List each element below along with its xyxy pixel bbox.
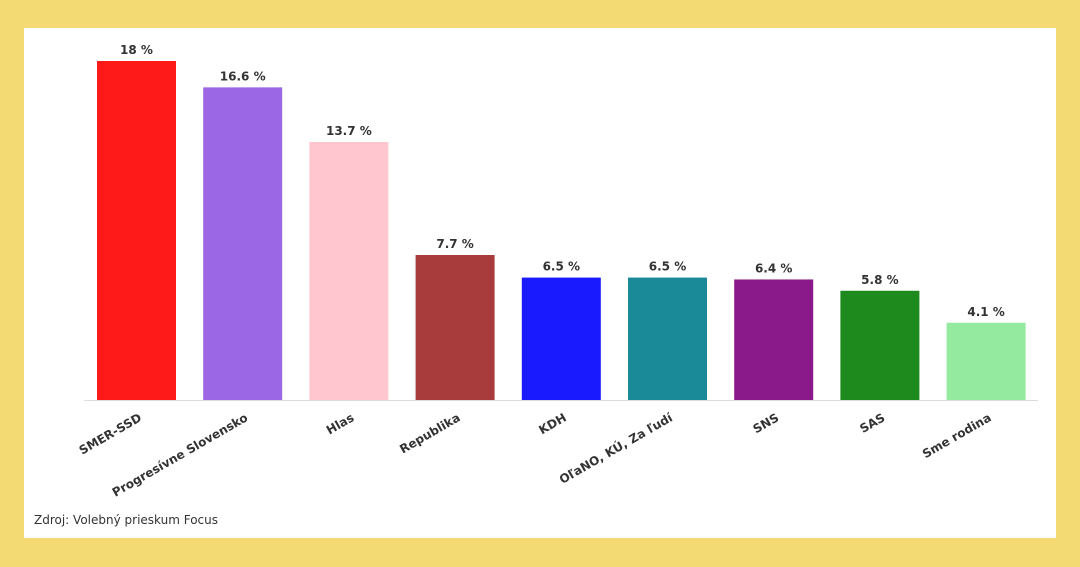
bar: [946, 322, 1026, 400]
bar: [309, 141, 389, 400]
bar: [203, 87, 283, 400]
value-label: 4.1 %: [967, 305, 1004, 319]
value-label: 13.7 %: [326, 124, 372, 138]
bar: [415, 254, 495, 400]
source: Zdroj: Volebný prieskum Focus: [34, 513, 218, 527]
value-label: 5.8 %: [861, 273, 898, 287]
bar: [97, 61, 176, 400]
value-label: 6.4 %: [755, 261, 792, 275]
bar: [521, 277, 601, 400]
value-label: 16.6 %: [220, 69, 266, 83]
bar: [840, 290, 920, 400]
value-label: 7.7 %: [436, 237, 473, 251]
bar: [628, 277, 707, 400]
value-label: 18 %: [120, 43, 153, 57]
value-label: 6.5 %: [543, 260, 580, 274]
value-label: 6.5 %: [649, 260, 686, 274]
bar: [734, 279, 814, 400]
